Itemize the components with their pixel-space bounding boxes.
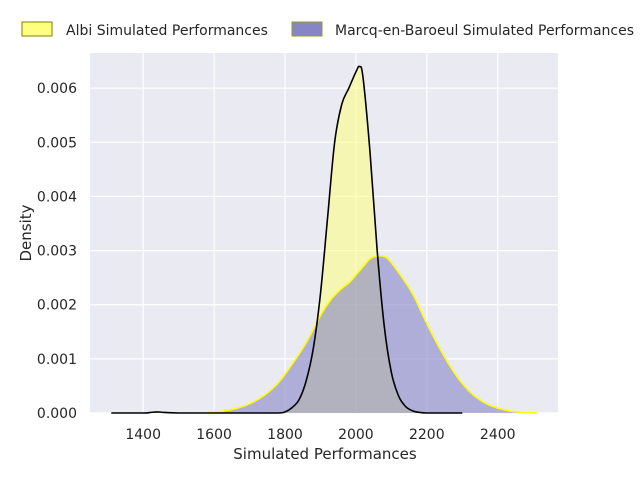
legend-swatch-albi	[21, 21, 53, 37]
marcq-density-line	[206, 254, 537, 414]
y-tick-label: 0.003	[37, 244, 77, 260]
x-tick-label: 2200	[409, 427, 445, 443]
x-axis-ticks: 1400 1600 1800 2000 2200 2400	[125, 427, 515, 443]
y-tick-label: 0.005	[37, 135, 77, 151]
albi-density-line	[111, 65, 463, 414]
y-tick-label: 0.004	[37, 189, 77, 205]
legend-label-marcq: Marcq-en-Baroeul Simulated Performances	[335, 23, 634, 39]
x-axis-label: Simulated Performances	[233, 445, 417, 463]
legend: Albi Simulated Performances Marcq-en-Bar…	[21, 21, 634, 39]
x-tick-label: 2000	[338, 427, 374, 443]
y-tick-label: 0.001	[37, 352, 77, 368]
x-tick-label: 1400	[125, 427, 161, 443]
x-tick-label: 2400	[480, 427, 516, 443]
y-tick-label: 0.002	[37, 298, 77, 314]
legend-label-albi: Albi Simulated Performances	[66, 23, 268, 39]
y-tick-label: 0.006	[37, 81, 77, 97]
density-areas	[111, 65, 537, 414]
y-axis-ticks: 0.000 0.001 0.002 0.003 0.004 0.005 0.006	[37, 81, 77, 422]
x-tick-label: 1800	[267, 427, 303, 443]
y-axis-label: Density	[17, 204, 35, 261]
x-tick-label: 1600	[196, 427, 232, 443]
y-tick-label: 0.000	[37, 406, 77, 422]
legend-swatch-marcq	[291, 21, 323, 37]
